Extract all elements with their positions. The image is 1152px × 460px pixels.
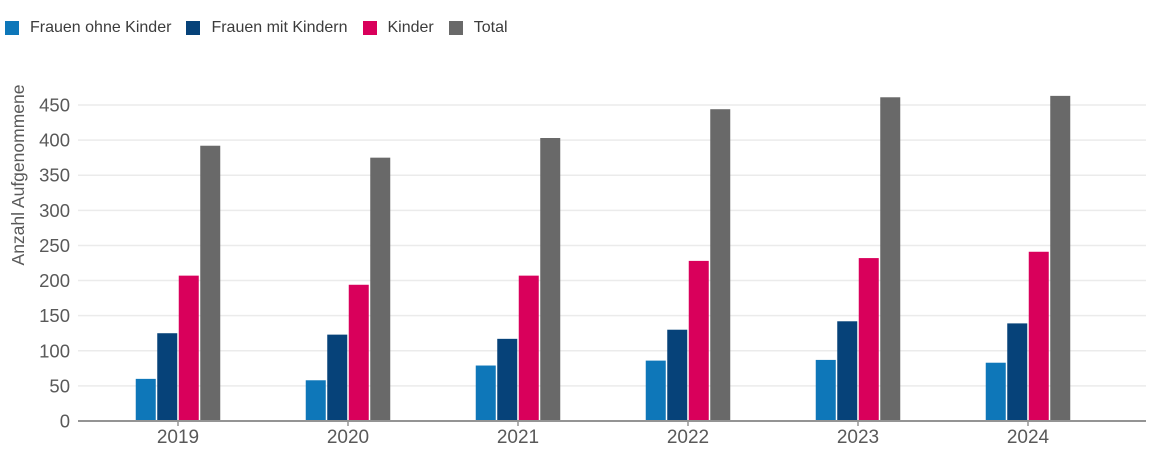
bar-2020-kinder: [348, 284, 369, 421]
x-tick-label-2019: 2019: [157, 427, 199, 448]
x-tick-label-2024: 2024: [1007, 427, 1050, 448]
bar-2024-frauen-mit-kindern: [1007, 323, 1028, 421]
y-tick-label-0: 0: [60, 411, 70, 432]
y-tick-label-300: 300: [39, 200, 70, 221]
bar-2022-frauen-ohne-kinder: [645, 360, 666, 421]
legend-item-frauen-ohne-kinder: Frauen ohne Kinder: [5, 20, 171, 36]
bar-2020-frauen-mit-kindern: [327, 334, 348, 421]
bar-2019-kinder: [178, 275, 199, 421]
y-axis-title: Anzahl Aufgenommene: [8, 85, 28, 266]
bar-2023-kinder: [858, 258, 879, 421]
bar-2021-frauen-ohne-kinder: [475, 365, 496, 421]
y-tick-label-450: 450: [39, 95, 70, 116]
y-tick-label-400: 400: [39, 130, 70, 151]
x-tick-label-2022: 2022: [667, 427, 709, 448]
legend-label: Kinder: [387, 19, 434, 36]
x-tick-label-2021: 2021: [497, 427, 539, 448]
bar-2021-frauen-mit-kindern: [497, 338, 518, 421]
legend: Frauen ohne Kinder Frauen mit Kindern Kind…: [5, 14, 508, 42]
bar-2021-total: [540, 138, 561, 421]
bar-2020-frauen-ohne-kinder: [305, 380, 326, 421]
bar-2019-frauen-ohne-kinder: [135, 378, 156, 421]
y-tick-label-150: 150: [39, 305, 70, 326]
legend-swatch-kinder: [362, 21, 377, 35]
bar-2022-frauen-mit-kindern: [667, 329, 688, 421]
legend-label: Frauen mit Kindern: [211, 19, 348, 36]
y-tick-label-50: 50: [49, 375, 70, 396]
bar-2022-total: [710, 109, 731, 422]
bar-2021-kinder: [518, 275, 539, 421]
bar-2020-total: [370, 157, 391, 421]
legend-swatch-frauen-mit-kindern: [186, 21, 201, 35]
bar-2019-frauen-mit-kindern: [157, 333, 178, 421]
bar-2024-frauen-ohne-kinder: [985, 362, 1006, 421]
bar-2023-frauen-ohne-kinder: [815, 359, 836, 421]
legend-swatch-frauen-ohne-kinder: [5, 21, 19, 35]
legend-item-frauen-mit-kindern: Frauen mit Kindern: [186, 19, 348, 36]
legend-swatch-total: [448, 21, 463, 35]
bar-2024-kinder: [1028, 251, 1049, 421]
x-tick-label-2023: 2023: [837, 427, 879, 448]
legend-label: Total: [473, 19, 508, 36]
y-tick-label-200: 200: [39, 270, 70, 291]
bar-2019-total: [200, 145, 221, 421]
y-tick-label-350: 350: [39, 165, 70, 186]
legend-item-kinder: Kinder: [362, 19, 434, 36]
y-tick-label-250: 250: [39, 235, 70, 256]
bar-2023-frauen-mit-kindern: [837, 321, 858, 421]
bar-2022-kinder: [688, 260, 709, 421]
bar-2023-total: [880, 97, 901, 421]
bar-2024-total: [1050, 95, 1071, 422]
legend-label: Frauen ohne Kinder: [30, 19, 172, 36]
y-tick-label-100: 100: [39, 340, 70, 361]
legend-item-total: Total: [448, 19, 508, 36]
x-tick-label-2020: 2020: [327, 427, 369, 448]
